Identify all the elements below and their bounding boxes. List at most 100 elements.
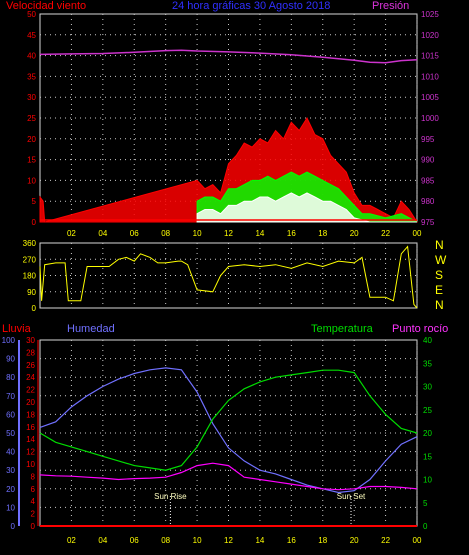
pressure-y-tick: 1000 <box>421 114 439 123</box>
rain-y-tick: 14 <box>26 435 35 444</box>
wind-y-tick: 40 <box>27 52 36 61</box>
wind-pressure-panel: 0510152025303540455097598098599099510001… <box>27 10 439 238</box>
direction-y-tick: 0 <box>32 304 37 313</box>
rain-y-tick: 22 <box>26 386 35 395</box>
compass-e: E <box>435 283 443 297</box>
wind-y-tick: 20 <box>27 135 36 144</box>
wind-x-tick: 20 <box>350 229 359 238</box>
wind-x-tick: 10 <box>193 229 202 238</box>
pressure-title: Presión <box>372 0 409 12</box>
humidity-x-tick: 00 <box>413 536 422 545</box>
rain-y-tick: 12 <box>26 448 35 457</box>
temperature-y-tick: 15 <box>423 452 432 461</box>
humidity-y-tick: 40 <box>6 448 15 457</box>
compass-n-top: N <box>435 238 444 252</box>
pressure-y-tick: 1025 <box>421 10 439 19</box>
humidity-x-tick: 22 <box>381 536 390 545</box>
dewpoint-series <box>39 462 418 491</box>
temperature-y-tick: 0 <box>423 522 428 531</box>
chart-title: 24 hora gráficas 30 Agosto 2018 <box>172 0 330 12</box>
wind-y-tick: 30 <box>27 93 36 102</box>
wind-y-tick: 10 <box>27 176 36 185</box>
direction-y-tick: 360 <box>23 239 37 248</box>
wind-x-tick: 12 <box>224 229 233 238</box>
rain-y-tick: 2 <box>31 510 36 519</box>
rain-y-tick: 20 <box>26 398 35 407</box>
humidity-x-tick: 06 <box>130 536 139 545</box>
wind-y-tick: 5 <box>32 197 37 206</box>
humidity-y-tick: 0 <box>11 522 16 531</box>
temperature-y-tick: 30 <box>423 383 432 392</box>
wind-y-tick: 15 <box>27 156 36 165</box>
humidity-temperature-panel: 0102030405060708090100024681012141618202… <box>2 336 433 545</box>
rain-y-tick: 26 <box>26 361 35 370</box>
wind-direction-panel: 0 90 180 270 360 <box>23 239 418 313</box>
rain-y-tick: 30 <box>26 336 35 345</box>
humidity-y-tick: 90 <box>6 355 15 364</box>
temperature-y-tick: 5 <box>423 499 428 508</box>
temperature-series <box>39 369 418 471</box>
wind-speed-title: Velocidad viento <box>6 0 86 12</box>
direction-y-tick: 180 <box>23 272 37 281</box>
pressure-y-tick: 990 <box>421 156 435 165</box>
temperature-label: Temperatura <box>311 323 374 335</box>
humidity-x-tick: 12 <box>224 536 233 545</box>
rain-label: Lluvia <box>2 323 32 335</box>
humidity-y-tick: 100 <box>2 336 16 345</box>
wind-low-series <box>196 192 417 223</box>
wind-y-tick: 50 <box>27 10 36 19</box>
pressure-y-tick: 1020 <box>421 31 439 40</box>
humidity-x-tick: 18 <box>318 536 327 545</box>
compass-w: W <box>435 253 447 267</box>
temperature-y-tick: 25 <box>423 406 432 415</box>
wind-x-tick: 16 <box>287 229 296 238</box>
sunrise-label: Sun Rise <box>154 492 187 501</box>
rain-y-tick: 28 <box>26 348 35 357</box>
pressure-y-tick: 1015 <box>421 52 439 61</box>
wind-x-tick: 08 <box>161 229 170 238</box>
temperature-y-tick: 40 <box>423 336 432 345</box>
wind-y-tick: 25 <box>27 114 36 123</box>
humidity-x-tick: 08 <box>161 536 170 545</box>
humidity-x-tick: 14 <box>255 536 264 545</box>
pressure-y-tick: 1010 <box>421 72 439 81</box>
wind-y-tick: 35 <box>27 72 36 81</box>
pressure-y-tick: 975 <box>421 218 435 227</box>
temperature-y-tick: 35 <box>423 359 432 368</box>
wind-x-tick: 06 <box>130 229 139 238</box>
rain-y-tick: 16 <box>26 423 35 432</box>
wind-x-tick: 18 <box>318 229 327 238</box>
pressure-series <box>39 49 418 64</box>
humidity-y-tick: 10 <box>6 503 15 512</box>
pressure-y-tick: 980 <box>421 197 435 206</box>
wind-y-tick: 45 <box>27 31 36 40</box>
humidity-x-tick: 16 <box>287 536 296 545</box>
rain-y-tick: 18 <box>26 410 35 419</box>
humidity-y-tick: 20 <box>6 485 15 494</box>
humidity-y-tick: 70 <box>6 392 15 401</box>
wind-x-tick: 22 <box>381 229 390 238</box>
rain-y-tick: 24 <box>26 373 35 382</box>
humidity-y-tick: 60 <box>6 410 15 419</box>
rain-y-tick: 8 <box>31 472 36 481</box>
pressure-y-tick: 995 <box>421 135 435 144</box>
temperature-y-tick: 20 <box>423 429 432 438</box>
pressure-y-tick: 985 <box>421 176 435 185</box>
wind-x-tick: 04 <box>98 229 107 238</box>
rain-y-tick: 4 <box>31 497 36 506</box>
compass-n-bottom: N <box>435 298 444 312</box>
pressure-y-tick: 1005 <box>421 93 439 102</box>
humidity-x-tick: 20 <box>350 536 359 545</box>
direction-y-tick: 270 <box>23 255 37 264</box>
humidity-y-tick: 50 <box>6 429 15 438</box>
humidity-x-tick: 02 <box>67 536 76 545</box>
humidity-series <box>39 367 418 494</box>
dewpoint-label: Punto rocío <box>392 323 448 335</box>
humidity-x-tick: 04 <box>98 536 107 545</box>
wind-x-tick: 00 <box>413 229 422 238</box>
wind-y-tick: 0 <box>32 218 37 227</box>
humidity-label: Humedad <box>67 323 115 335</box>
wind-x-tick: 02 <box>67 229 76 238</box>
wind-x-tick: 14 <box>255 229 264 238</box>
